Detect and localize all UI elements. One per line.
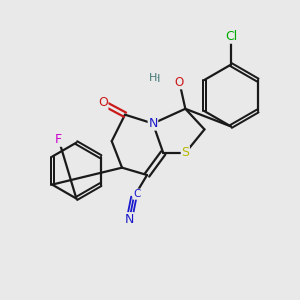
Text: Cl: Cl [225, 30, 237, 43]
Text: N: N [148, 117, 158, 130]
Text: C: C [133, 189, 140, 199]
Text: F: F [55, 133, 62, 146]
Text: O: O [98, 96, 108, 110]
Text: N: N [125, 213, 134, 226]
Text: S: S [181, 146, 189, 159]
Text: H: H [149, 73, 157, 83]
Text: H: H [152, 74, 160, 84]
Text: O: O [175, 76, 184, 89]
